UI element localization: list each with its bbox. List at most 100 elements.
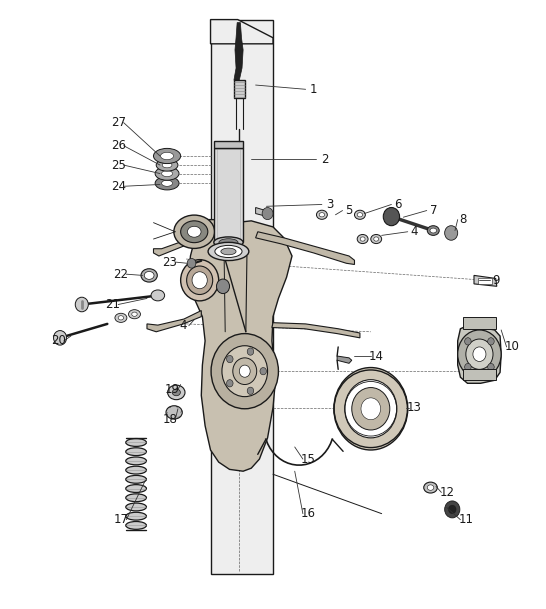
Circle shape — [488, 338, 494, 345]
Polygon shape — [458, 326, 501, 383]
Ellipse shape — [126, 448, 146, 456]
Polygon shape — [474, 275, 497, 286]
Bar — [463, 317, 496, 329]
Text: 10: 10 — [505, 340, 519, 353]
Ellipse shape — [161, 152, 174, 160]
Ellipse shape — [187, 266, 213, 295]
Ellipse shape — [424, 482, 437, 493]
Ellipse shape — [168, 385, 185, 400]
Circle shape — [473, 347, 486, 362]
Circle shape — [227, 379, 233, 387]
Text: 20: 20 — [51, 334, 66, 347]
Ellipse shape — [219, 239, 238, 246]
Polygon shape — [211, 19, 273, 574]
Ellipse shape — [357, 234, 368, 244]
Ellipse shape — [360, 237, 365, 241]
Ellipse shape — [430, 228, 436, 233]
Ellipse shape — [126, 476, 146, 484]
Ellipse shape — [221, 248, 236, 255]
Text: 4: 4 — [411, 225, 418, 238]
Ellipse shape — [428, 226, 439, 236]
Ellipse shape — [118, 315, 123, 320]
Ellipse shape — [126, 512, 146, 520]
Circle shape — [247, 387, 254, 395]
Ellipse shape — [155, 167, 179, 180]
Polygon shape — [211, 19, 273, 44]
Text: 22: 22 — [114, 268, 128, 281]
Text: 3: 3 — [327, 198, 334, 211]
Ellipse shape — [126, 503, 146, 511]
Text: 17: 17 — [114, 513, 128, 526]
Ellipse shape — [128, 309, 140, 319]
Circle shape — [75, 297, 88, 312]
Circle shape — [458, 330, 501, 378]
Text: 2: 2 — [321, 152, 328, 166]
Circle shape — [465, 364, 471, 371]
Text: 23: 23 — [162, 256, 177, 269]
Ellipse shape — [141, 269, 157, 282]
Text: 8: 8 — [459, 213, 467, 226]
Ellipse shape — [319, 213, 325, 217]
Text: 6: 6 — [394, 198, 402, 211]
Bar — [478, 278, 492, 284]
Ellipse shape — [317, 210, 327, 219]
Ellipse shape — [208, 242, 249, 261]
Text: 26: 26 — [111, 139, 126, 152]
Circle shape — [334, 368, 408, 450]
Circle shape — [260, 368, 266, 375]
Circle shape — [233, 358, 257, 384]
Ellipse shape — [181, 221, 208, 242]
Ellipse shape — [153, 149, 181, 164]
Circle shape — [239, 365, 250, 377]
Circle shape — [352, 387, 390, 430]
Ellipse shape — [172, 389, 180, 396]
Text: 27: 27 — [111, 116, 126, 129]
Circle shape — [444, 501, 460, 518]
Text: 16: 16 — [301, 507, 316, 520]
Polygon shape — [153, 229, 203, 256]
Ellipse shape — [371, 234, 382, 244]
Text: 11: 11 — [458, 513, 473, 526]
Circle shape — [465, 338, 471, 345]
Polygon shape — [234, 23, 243, 80]
Bar — [214, 141, 243, 149]
Circle shape — [217, 279, 229, 294]
Polygon shape — [256, 208, 268, 217]
Circle shape — [262, 208, 273, 220]
Text: 7: 7 — [430, 204, 437, 217]
Circle shape — [345, 379, 397, 438]
Circle shape — [187, 258, 196, 268]
Text: 18: 18 — [162, 413, 177, 426]
Ellipse shape — [126, 457, 146, 465]
Ellipse shape — [162, 180, 173, 186]
Text: 15: 15 — [301, 452, 316, 466]
Text: 4: 4 — [180, 319, 187, 333]
Ellipse shape — [187, 227, 201, 238]
Ellipse shape — [155, 177, 179, 190]
Text: 9: 9 — [492, 274, 500, 287]
Text: 13: 13 — [407, 401, 422, 414]
Text: 14: 14 — [369, 350, 384, 362]
Polygon shape — [147, 311, 201, 332]
Polygon shape — [234, 80, 245, 99]
Bar — [463, 370, 496, 380]
Circle shape — [211, 334, 278, 409]
Polygon shape — [337, 356, 352, 364]
Ellipse shape — [156, 159, 178, 171]
Ellipse shape — [126, 485, 146, 493]
Ellipse shape — [374, 237, 379, 241]
Ellipse shape — [166, 406, 182, 419]
Text: 19: 19 — [165, 383, 180, 396]
Circle shape — [488, 364, 494, 371]
Ellipse shape — [354, 210, 365, 219]
Text: 5: 5 — [346, 204, 353, 217]
Ellipse shape — [162, 171, 173, 177]
Polygon shape — [189, 220, 292, 471]
Ellipse shape — [126, 521, 146, 529]
Circle shape — [222, 346, 268, 396]
Ellipse shape — [132, 312, 137, 316]
Ellipse shape — [126, 466, 146, 474]
Circle shape — [54, 331, 67, 345]
Bar — [214, 149, 243, 242]
Ellipse shape — [357, 213, 363, 217]
